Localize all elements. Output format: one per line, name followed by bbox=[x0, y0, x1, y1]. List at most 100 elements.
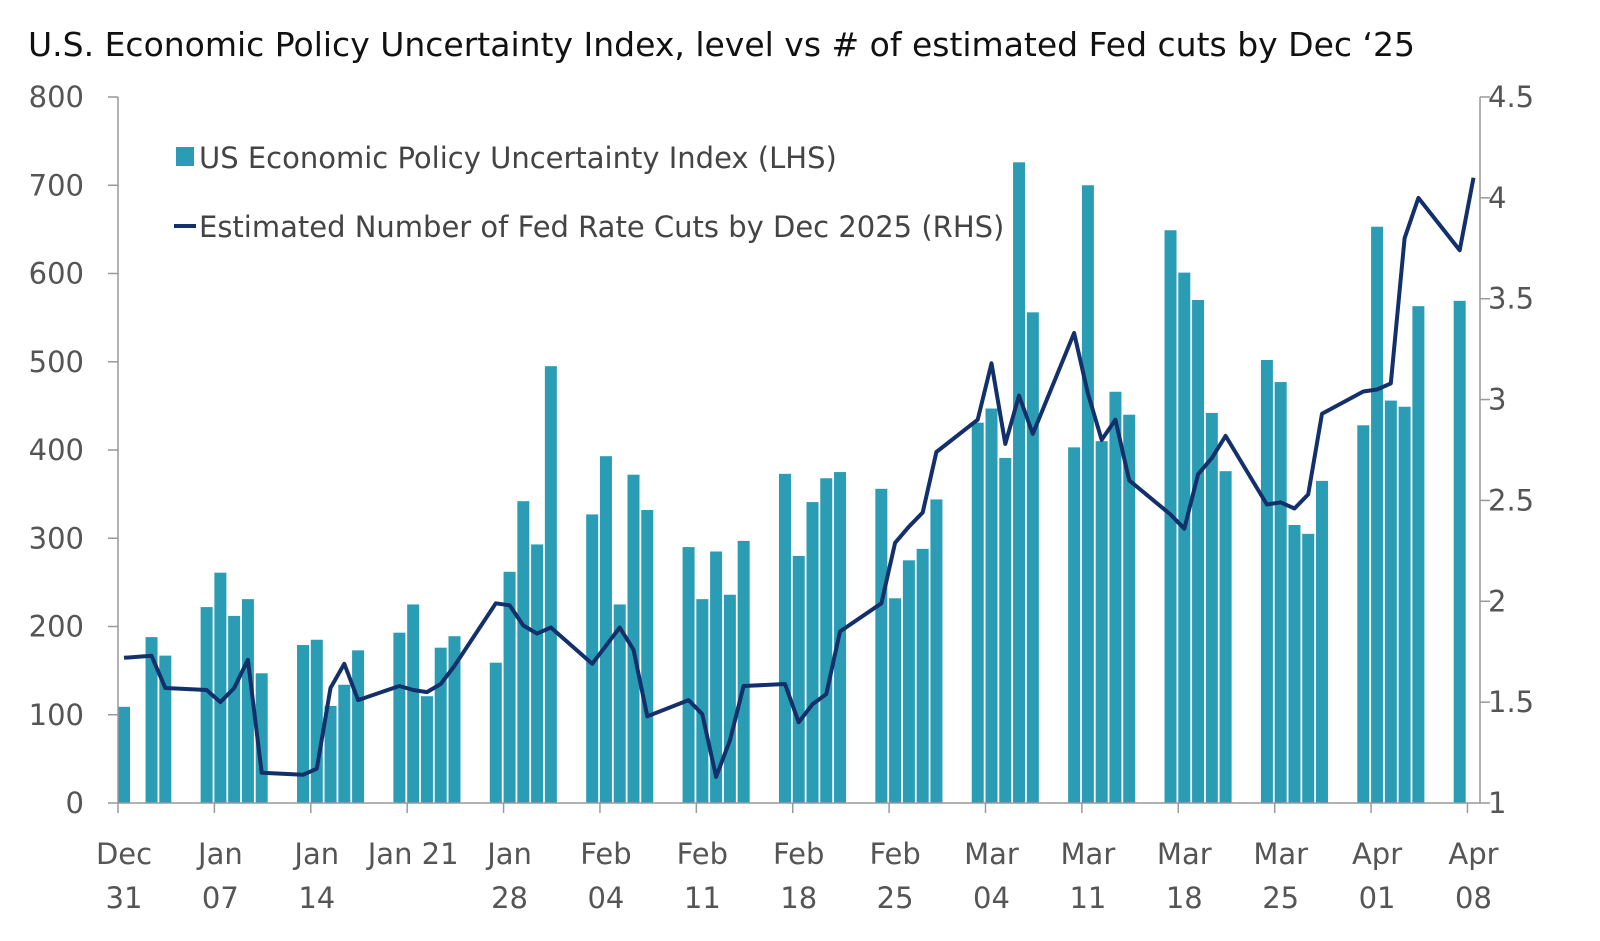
left-tick-label: 600 bbox=[29, 257, 84, 291]
bar bbox=[1109, 391, 1122, 803]
x-tick-label: 18 bbox=[1166, 881, 1203, 915]
right-tick-label: 2.5 bbox=[1488, 483, 1534, 517]
x-tick-label: 28 bbox=[491, 881, 528, 915]
bar bbox=[241, 599, 254, 803]
axes: 0 100 200 300 400 500 600 700 800 1 1.5 2 2.5 3 3.5 4 4.… bbox=[29, 80, 1534, 915]
bar bbox=[641, 510, 654, 803]
bar bbox=[1095, 441, 1108, 803]
x-tick-label: Mar bbox=[1061, 837, 1116, 871]
bar bbox=[1068, 447, 1081, 803]
bar bbox=[627, 474, 640, 803]
left-tick-label: 200 bbox=[29, 610, 84, 644]
bar bbox=[145, 637, 158, 803]
right-tick-label: 2 bbox=[1488, 584, 1506, 618]
x-tick-label: 18 bbox=[780, 881, 817, 915]
bar bbox=[1260, 359, 1273, 803]
bar bbox=[710, 551, 723, 803]
line-series bbox=[123, 177, 1476, 779]
x-tick-label: Feb bbox=[580, 837, 631, 871]
legend-swatch-bars bbox=[176, 147, 194, 166]
x-tick-label: Dec bbox=[96, 837, 152, 871]
left-tick-label: 700 bbox=[29, 168, 84, 202]
bar bbox=[420, 696, 433, 803]
bar bbox=[489, 662, 502, 803]
bar bbox=[228, 615, 241, 803]
x-tick-label: Apr bbox=[1448, 837, 1498, 871]
bar bbox=[1398, 406, 1411, 803]
right-tick-label: 1.5 bbox=[1488, 685, 1534, 719]
bar bbox=[902, 560, 915, 803]
bar bbox=[1384, 400, 1397, 803]
bar bbox=[1013, 162, 1026, 803]
bar bbox=[1205, 412, 1218, 803]
bar bbox=[889, 598, 902, 803]
bar bbox=[1026, 312, 1039, 803]
right-tick-label: 1 bbox=[1488, 786, 1506, 820]
bar bbox=[324, 705, 337, 803]
bar bbox=[214, 572, 227, 803]
x-tick-label: Jan bbox=[292, 837, 339, 871]
bar bbox=[1315, 480, 1328, 803]
chart-title: U.S. Economic Policy Uncertainty Index, … bbox=[28, 25, 1415, 64]
x-tick-label: 31 bbox=[106, 881, 143, 915]
bar bbox=[118, 706, 130, 803]
bar bbox=[999, 457, 1012, 803]
x-tick-label: Feb bbox=[869, 837, 920, 871]
x-tick-label: Jan bbox=[485, 837, 532, 871]
x-tick-label: 11 bbox=[1069, 881, 1106, 915]
bar bbox=[985, 408, 998, 803]
bar bbox=[1357, 425, 1370, 803]
x-tick-label: 11 bbox=[684, 881, 721, 915]
bar bbox=[1371, 226, 1384, 804]
bar bbox=[310, 639, 323, 803]
bar bbox=[806, 502, 819, 803]
bar bbox=[1123, 414, 1136, 803]
bar bbox=[971, 422, 984, 803]
x-tick-label: Feb bbox=[677, 837, 728, 871]
right-tick-label: 4 bbox=[1488, 181, 1506, 215]
bar bbox=[352, 650, 365, 803]
bar bbox=[1302, 533, 1315, 803]
bar bbox=[613, 604, 626, 803]
left-tick-label: 400 bbox=[29, 433, 84, 467]
bar bbox=[407, 604, 420, 803]
bar bbox=[599, 456, 612, 803]
bar bbox=[930, 499, 943, 803]
x-tick-label: 08 bbox=[1455, 881, 1492, 915]
left-tick-label: 100 bbox=[29, 698, 84, 732]
bar bbox=[875, 488, 888, 803]
bar bbox=[778, 473, 791, 803]
bar bbox=[297, 645, 310, 803]
bar bbox=[448, 636, 461, 803]
x-tick-label: Jan 21 bbox=[366, 837, 459, 871]
right-tick-label: 3.5 bbox=[1488, 282, 1534, 316]
bar bbox=[393, 632, 406, 803]
bar bbox=[503, 571, 516, 803]
x-tick-label: 25 bbox=[1262, 881, 1299, 915]
x-tick-label: Apr bbox=[1352, 837, 1402, 871]
left-tick-label: 300 bbox=[29, 521, 84, 555]
bar bbox=[517, 501, 530, 803]
right-tick-label: 3 bbox=[1488, 383, 1506, 417]
right-tick-label: 4.5 bbox=[1488, 80, 1534, 114]
bar bbox=[820, 478, 833, 803]
bar bbox=[1274, 382, 1287, 803]
bar bbox=[586, 514, 599, 803]
x-tick-label: 01 bbox=[1359, 881, 1396, 915]
bar bbox=[696, 599, 709, 803]
bar bbox=[682, 547, 695, 803]
x-tick-label: 04 bbox=[973, 881, 1010, 915]
x-tick-label: Mar bbox=[964, 837, 1019, 871]
bar bbox=[1178, 272, 1191, 803]
x-tick-label: 04 bbox=[587, 881, 624, 915]
bar bbox=[1192, 299, 1205, 803]
bar bbox=[159, 655, 172, 803]
bar bbox=[1081, 185, 1094, 803]
bar bbox=[544, 366, 557, 803]
bar bbox=[531, 544, 544, 803]
left-tick-label: 0 bbox=[66, 786, 84, 820]
x-tick-label: Mar bbox=[1157, 837, 1212, 871]
x-tick-label: 25 bbox=[877, 881, 914, 915]
bars-series bbox=[118, 162, 1466, 804]
